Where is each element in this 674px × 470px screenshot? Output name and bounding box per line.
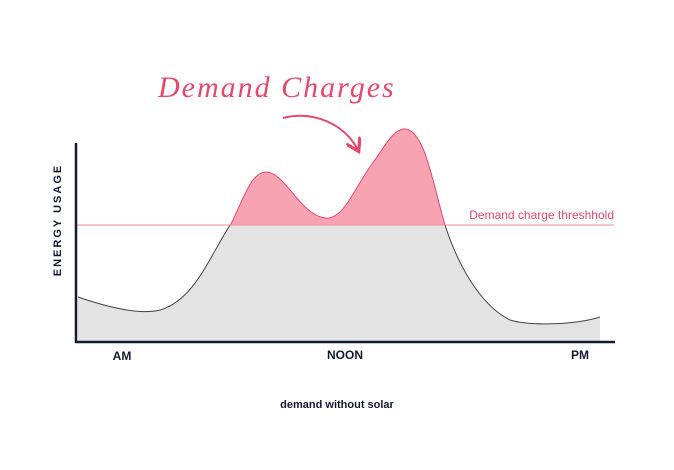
- usage-area: [77, 128, 601, 342]
- caption: demand without solar: [280, 399, 394, 411]
- threshold-label: Demand charge threshhold: [469, 208, 614, 222]
- x-label: AM: [113, 349, 132, 363]
- x-label: NOON: [327, 348, 363, 362]
- title: Demand Charges: [157, 71, 396, 104]
- y-axis-label: ENERGY USAGE: [52, 164, 64, 276]
- x-label: PM: [571, 348, 589, 362]
- arrow: [282, 114, 358, 150]
